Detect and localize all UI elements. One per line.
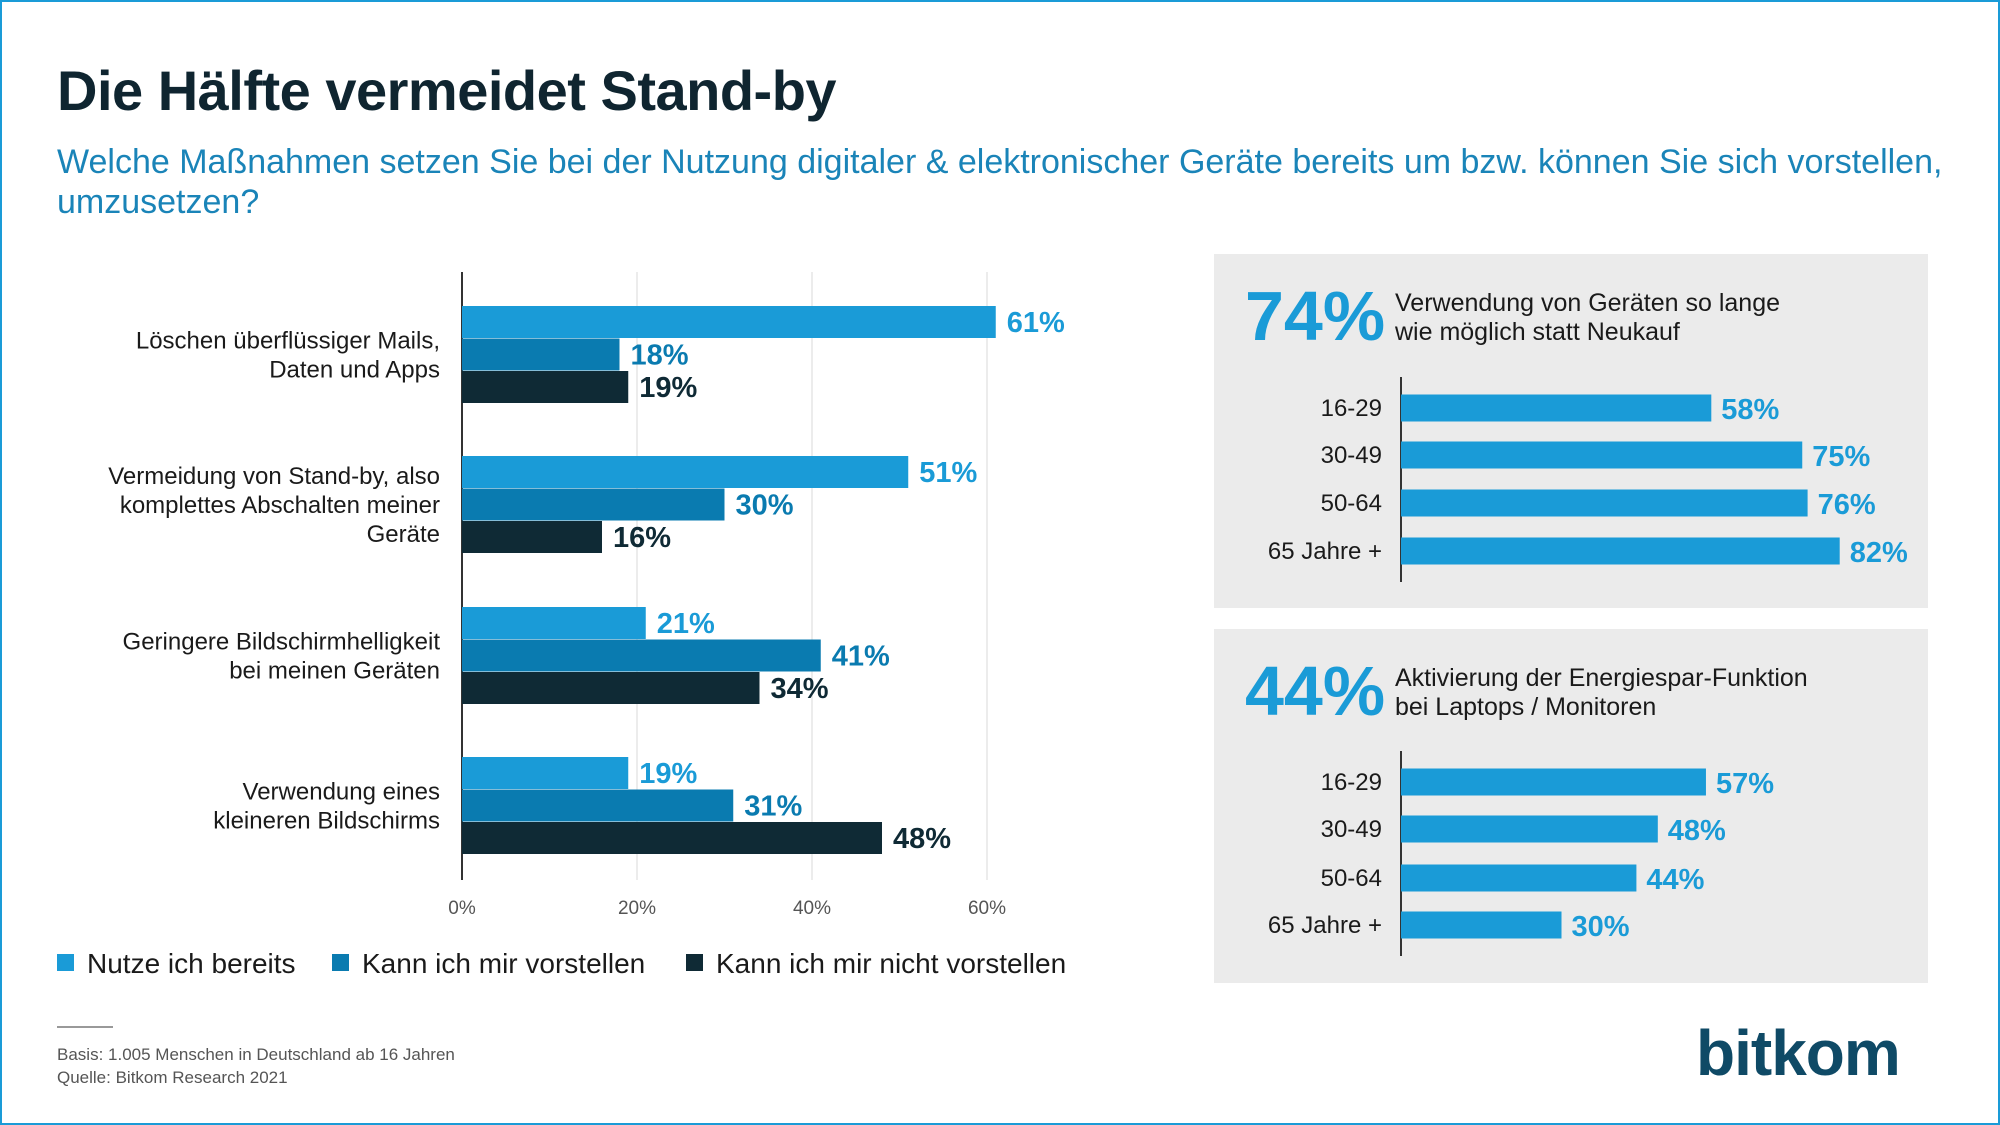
panel-title: Verwendung von Geräten so lange <box>1395 289 1780 317</box>
bar <box>462 488 725 521</box>
age-label: 16-29 <box>1321 769 1382 796</box>
bar <box>462 521 602 553</box>
legend-swatch <box>686 954 703 971</box>
bar <box>462 757 629 789</box>
headline-percent: 44% <box>1245 652 1385 730</box>
legend-label: Nutze ich bereits <box>87 948 296 979</box>
category-label: Verwendung eines <box>243 778 440 805</box>
bar <box>462 338 620 371</box>
panel-bar <box>1401 768 1706 796</box>
panel-title: Aktivierung der Energiespar-Funktion <box>1395 664 1808 692</box>
panel-title: bei Laptops / Monitoren <box>1395 693 1656 721</box>
category-label: bei meinen Geräten <box>229 657 440 684</box>
x-tick-label: 20% <box>618 898 656 919</box>
age-label: 30-49 <box>1321 816 1382 843</box>
category-label: Daten und Apps <box>269 356 440 383</box>
category-label: Vermeidung von Stand-by, also <box>108 463 440 490</box>
category-label: Geräte <box>367 521 440 548</box>
panel-bar <box>1401 537 1840 565</box>
panel-bar-value: 76% <box>1818 489 1876 521</box>
panel-bar <box>1401 815 1658 843</box>
age-label: 50-64 <box>1321 490 1382 517</box>
bar-value-label: 34% <box>771 673 829 705</box>
age-label: 65 Jahre + <box>1268 538 1382 565</box>
bar-value-label: 16% <box>613 522 671 554</box>
category-label: Geringere Bildschirmhelligkeit <box>123 628 441 655</box>
bar-value-label: 19% <box>639 758 697 790</box>
bar-value-label: 19% <box>639 372 697 404</box>
x-tick-label: 0% <box>448 898 476 919</box>
bar-value-label: 48% <box>893 823 951 855</box>
bar-value-label: 51% <box>919 457 977 489</box>
panel-bar <box>1401 864 1637 892</box>
side-panel <box>1214 629 1928 983</box>
legend-swatch <box>332 954 349 971</box>
age-label: 50-64 <box>1321 865 1382 892</box>
panel-title: wie möglich statt Neukauf <box>1394 318 1680 346</box>
bar <box>462 789 734 822</box>
page-title: Die Hälfte vermeidet Stand-by <box>57 59 837 122</box>
bar-value-label: 61% <box>1007 307 1065 339</box>
footer-basis: Basis: 1.005 Menschen in Deutschland ab … <box>57 1045 455 1064</box>
bar-value-label: 31% <box>744 791 802 823</box>
category-label: komplettes Abschalten meiner <box>120 492 440 519</box>
panel-bar-value: 44% <box>1646 864 1704 896</box>
bar <box>462 822 882 854</box>
bar <box>462 639 821 672</box>
panel-bar-value: 48% <box>1668 815 1726 847</box>
bar <box>462 672 760 704</box>
panel-bar-value: 30% <box>1572 911 1630 943</box>
age-label: 30-49 <box>1321 442 1382 469</box>
footer-source: Quelle: Bitkom Research 2021 <box>57 1068 288 1087</box>
bar-value-label: 41% <box>832 641 890 673</box>
legend-label: Kann ich mir vorstellen <box>362 948 645 979</box>
panel-bar <box>1401 489 1808 517</box>
page-subtitle: Welche Maßnahmen setzen Sie bei der Nutz… <box>57 143 1943 221</box>
panel-bar <box>1401 441 1803 469</box>
x-tick-label: 40% <box>793 898 831 919</box>
bar <box>462 371 629 403</box>
legend-label: Kann ich mir nicht vorstellen <box>716 948 1066 979</box>
bar <box>462 306 996 338</box>
bar <box>462 456 909 488</box>
panel-bar <box>1401 911 1562 939</box>
x-tick-label: 60% <box>968 898 1006 919</box>
age-label: 65 Jahre + <box>1268 912 1382 939</box>
bar <box>462 607 646 639</box>
bar-value-label: 21% <box>657 608 715 640</box>
panel-bar-value: 82% <box>1850 537 1908 569</box>
panel-bar-value: 57% <box>1716 768 1774 800</box>
legend-swatch <box>57 954 74 971</box>
headline-percent: 74% <box>1245 277 1385 355</box>
bar-value-label: 30% <box>736 490 794 522</box>
panel-bar <box>1401 394 1712 422</box>
bitkom-logo: bitkom <box>1696 1017 1901 1089</box>
panel-bar-value: 75% <box>1812 441 1870 473</box>
panel-bar-value: 58% <box>1721 394 1779 426</box>
category-label: Löschen überflüssiger Mails, <box>136 327 440 354</box>
category-label: kleineren Bildschirms <box>213 807 440 834</box>
bar-value-label: 18% <box>631 340 689 372</box>
footer-rule <box>57 1026 113 1028</box>
age-label: 16-29 <box>1321 395 1382 422</box>
